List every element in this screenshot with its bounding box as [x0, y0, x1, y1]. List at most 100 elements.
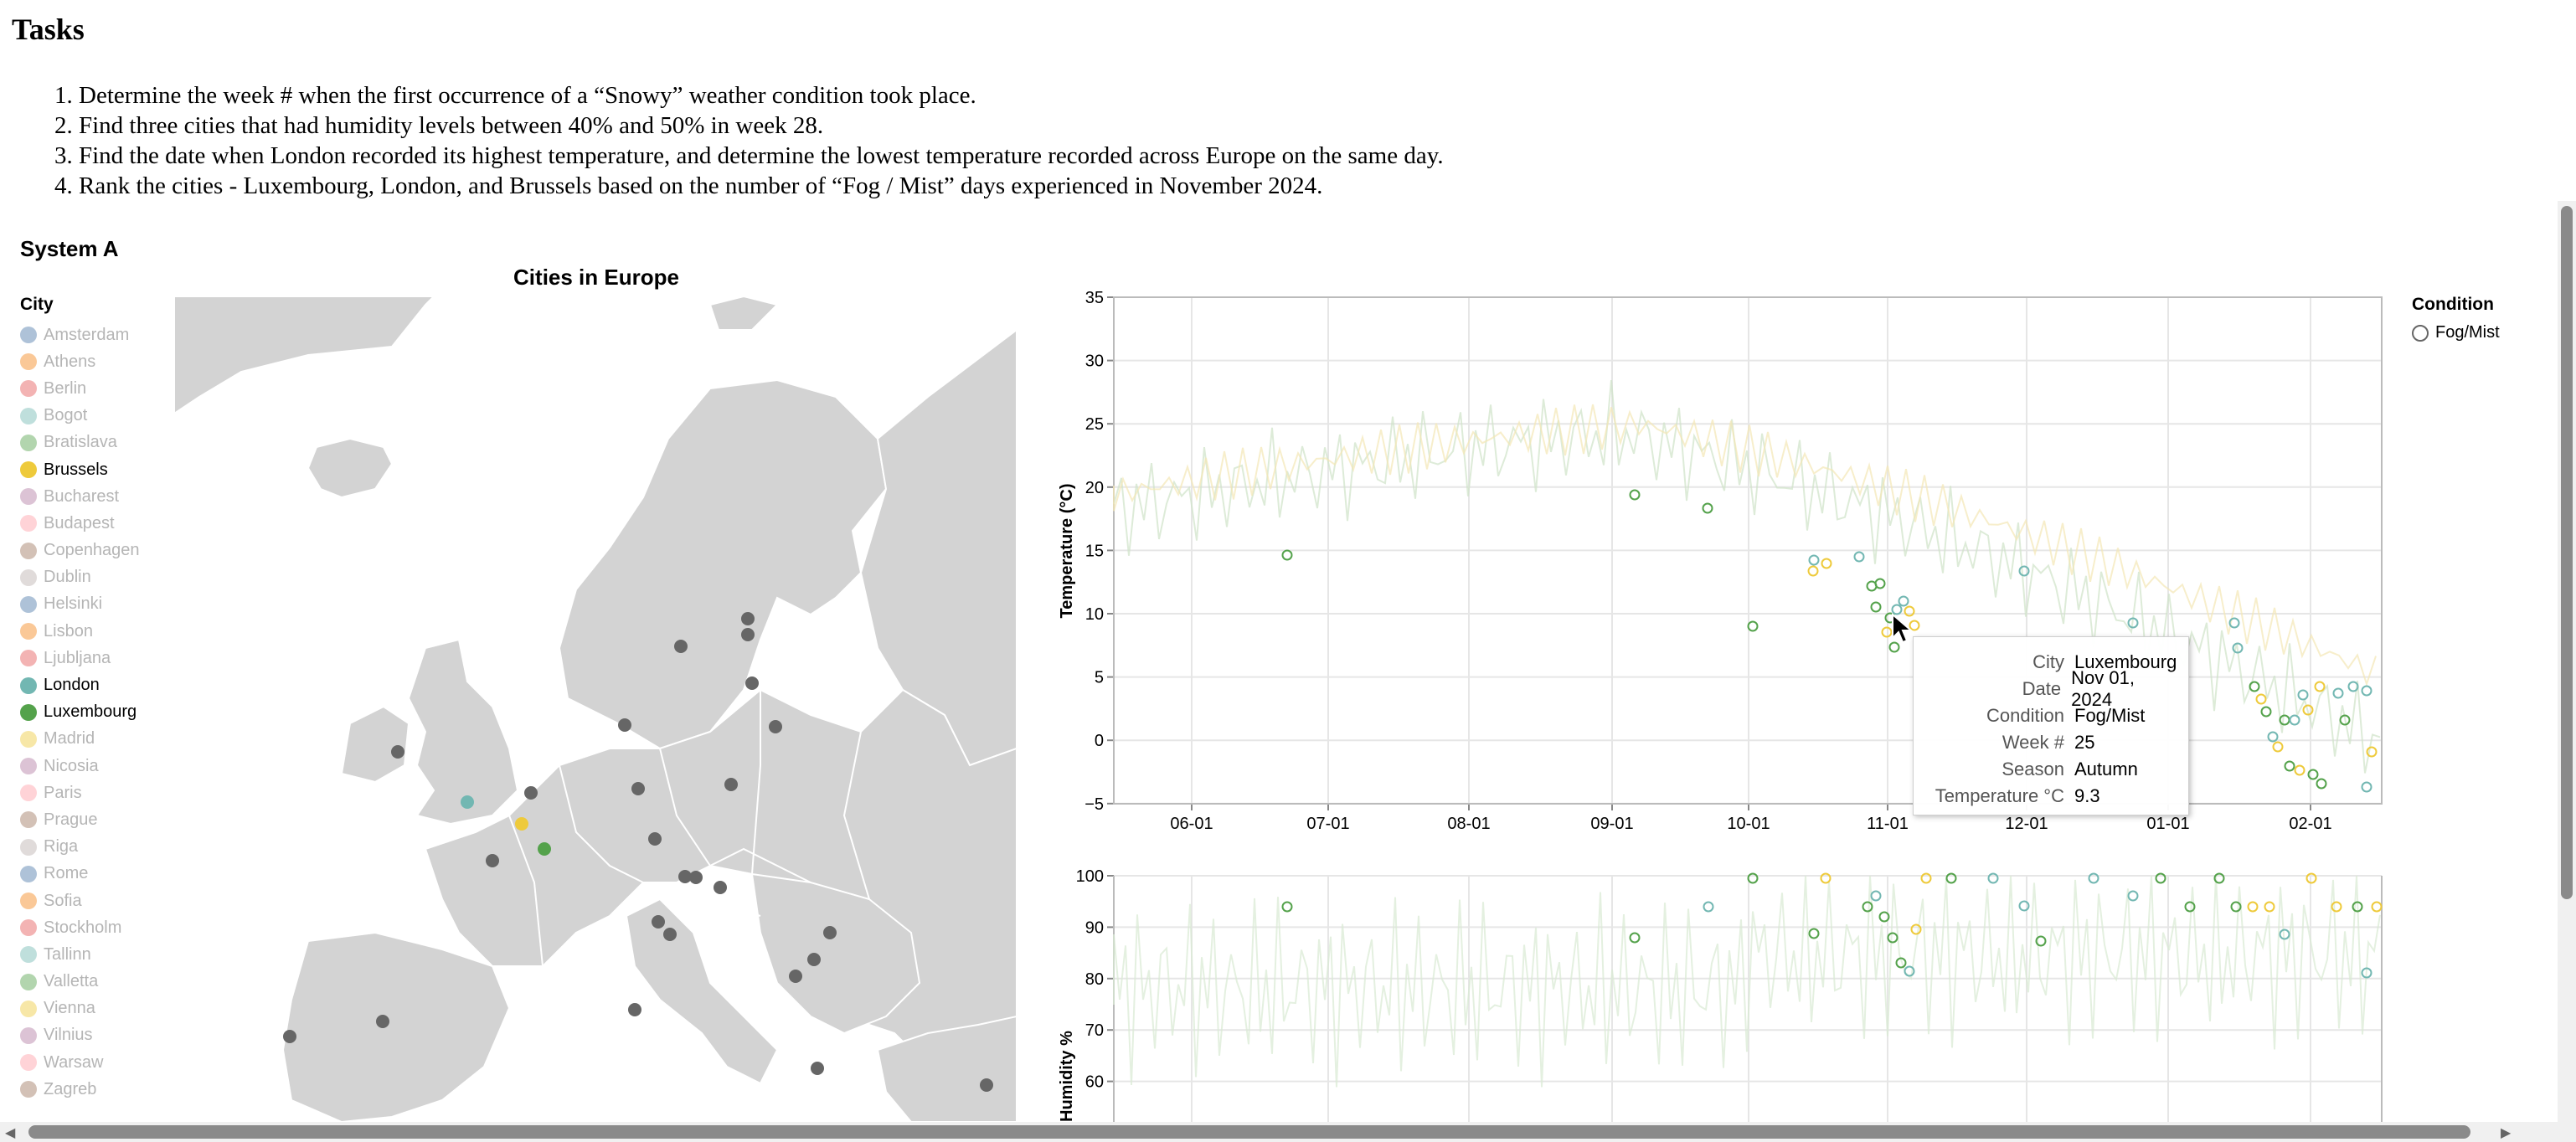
city-legend-item[interactable]: Vilnius [20, 1022, 140, 1049]
condition-legend-item-fog-mist[interactable]: Fog/Mist [2412, 323, 2500, 342]
map-city-marker[interactable] [769, 720, 782, 733]
fog-mist-point[interactable] [2347, 681, 2359, 692]
fog-mist-point[interactable] [1887, 932, 1899, 944]
fog-mist-point[interactable] [2294, 764, 2306, 776]
fog-mist-point[interactable] [1910, 923, 1922, 935]
fog-mist-point[interactable] [2018, 565, 2030, 577]
weather-charts[interactable]: 35 30 25 20 15 10 5 0 −5 06-01 07-01 08-01 09-01 10-0… [1038, 285, 2403, 1122]
map-city-marker[interactable] [724, 778, 738, 791]
fog-mist-point[interactable] [1747, 872, 1759, 884]
fog-mist-point[interactable] [2331, 901, 2342, 913]
map-city-marker[interactable] [741, 628, 755, 641]
fog-mist-point[interactable] [2127, 890, 2139, 902]
fog-mist-point[interactable] [2184, 901, 2196, 913]
fog-mist-point[interactable] [2314, 681, 2326, 692]
city-legend-item[interactable]: Valletta [20, 969, 140, 995]
fog-mist-point[interactable] [1629, 932, 1641, 944]
city-legend-item[interactable]: Zagreb [20, 1076, 140, 1103]
fog-mist-point[interactable] [1281, 549, 1293, 561]
map-city-marker[interactable] [648, 832, 662, 846]
fog-mist-point[interactable] [2361, 967, 2372, 979]
city-legend-item[interactable]: Bratislava [20, 430, 140, 456]
city-legend-item[interactable]: Tallinn [20, 941, 140, 968]
vertical-scrollbar-thumb[interactable] [2561, 206, 2573, 899]
city-legend-item[interactable]: Ljubljana [20, 645, 140, 671]
map-city-marker[interactable] [714, 881, 727, 894]
fog-mist-point[interactable] [2361, 781, 2372, 793]
map-city-marker[interactable] [689, 871, 703, 884]
city-legend-item[interactable]: Luxembourg [20, 699, 140, 726]
map-marker-london[interactable] [461, 795, 474, 809]
fog-mist-point[interactable] [2267, 731, 2279, 743]
fog-mist-point[interactable] [2332, 687, 2344, 699]
city-legend-item[interactable]: Budapest [20, 510, 140, 537]
fog-mist-point[interactable] [2264, 901, 2275, 913]
fog-mist-point[interactable] [1629, 489, 1641, 501]
fog-mist-point[interactable] [2018, 900, 2030, 912]
map-city-marker[interactable] [674, 640, 688, 653]
fog-mist-point[interactable] [2307, 769, 2319, 780]
scroll-right-arrow-icon[interactable]: ▶ [2501, 1126, 2512, 1140]
city-legend-item[interactable]: Vienna [20, 995, 140, 1022]
map-city-marker[interactable] [745, 676, 759, 690]
fog-mist-point[interactable] [1874, 578, 1886, 589]
fog-mist-point[interactable] [2127, 617, 2139, 629]
city-legend-item[interactable]: Prague [20, 806, 140, 833]
fog-mist-point[interactable] [1881, 626, 1893, 638]
fog-mist-point[interactable] [1853, 551, 1865, 563]
fog-mist-point[interactable] [1808, 928, 1820, 939]
city-legend-item[interactable]: Stockholm [20, 914, 140, 941]
horizontal-scrollbar-thumb[interactable] [28, 1125, 2470, 1139]
fog-mist-point[interactable] [1820, 872, 1832, 884]
fog-mist-point[interactable] [2260, 706, 2272, 718]
city-legend-item[interactable]: Bucharest [20, 483, 140, 510]
map-city-marker[interactable] [391, 745, 404, 759]
fog-mist-point[interactable] [1862, 901, 1873, 913]
fog-mist-point[interactable] [2371, 901, 2383, 913]
map-city-marker[interactable] [486, 854, 499, 867]
fog-mist-point[interactable] [2249, 681, 2260, 692]
city-legend-item[interactable]: Athens [20, 348, 140, 375]
city-legend-item[interactable]: Amsterdam [20, 322, 140, 348]
fog-mist-point[interactable] [1702, 502, 1713, 514]
fog-mist-point[interactable] [1821, 558, 1832, 569]
fog-mist-point[interactable] [1808, 554, 1820, 566]
fog-mist-point[interactable] [1807, 565, 1819, 577]
fog-mist-point[interactable] [2284, 760, 2295, 772]
city-legend-item[interactable]: Paris [20, 779, 140, 806]
map-city-marker[interactable] [283, 1030, 296, 1043]
map-city-marker[interactable] [376, 1015, 389, 1028]
map-city-marker[interactable] [823, 926, 837, 939]
fog-mist-point[interactable] [1888, 641, 1900, 653]
fog-mist-point[interactable] [2035, 935, 2047, 947]
fog-mist-point[interactable] [2247, 901, 2259, 913]
fog-mist-point[interactable] [2339, 714, 2351, 726]
city-legend-item[interactable]: Bogot [20, 403, 140, 430]
fog-mist-point[interactable] [2272, 741, 2284, 753]
fog-mist-point[interactable] [1878, 911, 1890, 923]
map-city-marker[interactable] [789, 970, 802, 983]
city-legend-item[interactable]: Warsaw [20, 1049, 140, 1076]
map-city-marker[interactable] [524, 786, 538, 800]
map-marker-luxembourg[interactable] [538, 842, 551, 856]
fog-mist-point[interactable] [1703, 901, 1714, 913]
fog-mist-point[interactable] [1987, 872, 1999, 884]
fog-mist-point[interactable] [1891, 604, 1903, 615]
scroll-left-arrow-icon[interactable]: ◀ [5, 1126, 16, 1140]
fog-mist-point[interactable] [2289, 714, 2300, 726]
city-legend-item[interactable]: Nicosia [20, 753, 140, 779]
map-city-marker[interactable] [807, 953, 821, 966]
fog-mist-point[interactable] [2155, 872, 2166, 884]
fog-mist-point[interactable] [1281, 901, 1293, 913]
fog-mist-point[interactable] [1895, 957, 1907, 969]
fog-mist-point[interactable] [2088, 872, 2099, 884]
map-city-marker[interactable] [811, 1062, 824, 1075]
fog-mist-point[interactable] [1945, 872, 1957, 884]
city-legend-item[interactable]: Madrid [20, 726, 140, 753]
fog-mist-point[interactable] [2230, 901, 2242, 913]
fog-mist-point[interactable] [2306, 872, 2317, 884]
city-legend-item[interactable]: Rome [20, 861, 140, 887]
fog-mist-point[interactable] [2366, 746, 2378, 758]
fog-mist-point[interactable] [1898, 595, 1909, 607]
map-city-marker[interactable] [631, 782, 645, 795]
